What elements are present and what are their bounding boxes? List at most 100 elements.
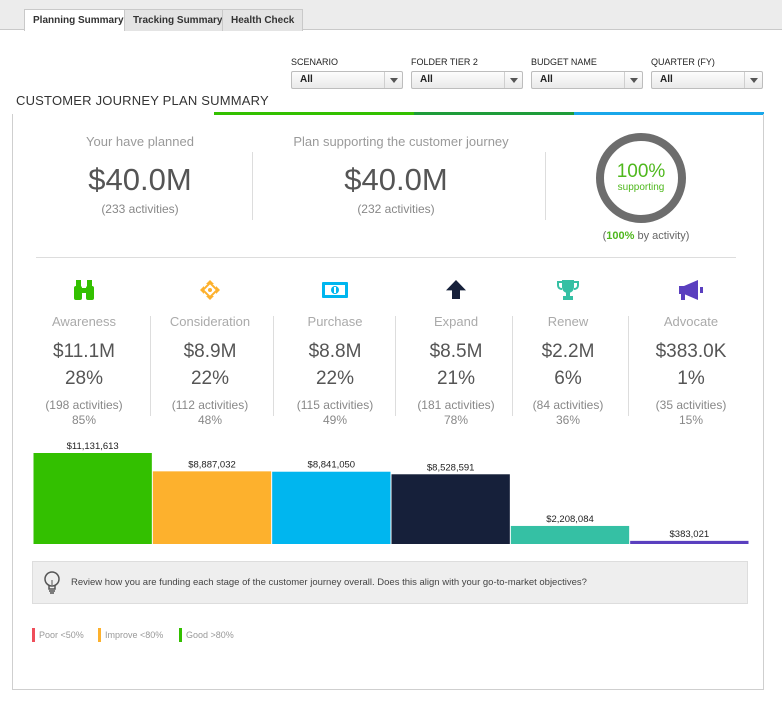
by-activity-pct: 100% <box>606 230 635 242</box>
chevron-down-icon[interactable] <box>744 72 762 88</box>
stage-activities: (198 activities) <box>45 398 123 412</box>
bar-expand <box>391 474 510 544</box>
tab-tracking-summary[interactable]: Tracking Summary <box>124 9 232 31</box>
bar-value-label: $383,021 <box>670 529 710 540</box>
budget-name-select[interactable]: All <box>531 71 643 89</box>
supporting-ring <box>596 133 686 223</box>
chevron-down-icon[interactable] <box>384 72 402 88</box>
stage-expand: Expand $8.5M 21% (181 activities) 78% <box>398 276 514 428</box>
legend-good: Good >80% <box>179 628 234 642</box>
money-icon <box>277 276 393 304</box>
quarter-select[interactable]: All <box>651 71 763 89</box>
binoculars-icon <box>26 276 142 304</box>
planned-value: $40.0M <box>88 162 192 197</box>
title-rule-darkgreen <box>414 112 574 115</box>
stage-activities: (112 activities) <box>171 398 249 412</box>
scenario-filter-label: SCENARIO <box>291 57 339 67</box>
stage-advocate: Advocate $383.0K 1% (35 activities) 15% <box>633 276 749 428</box>
ring-sublabel: supporting <box>617 182 665 193</box>
supporting-value: $40.0M <box>344 162 448 197</box>
move-arrows-icon <box>152 276 268 304</box>
scenario-select-value: All <box>300 74 313 85</box>
scenario-filter: SCENARIO All <box>291 56 403 89</box>
stage-activities: (35 activities) <box>655 398 727 412</box>
ring-percent: 100% <box>616 161 666 182</box>
legend-swatch <box>179 628 182 642</box>
budget-name-select-value: All <box>540 74 553 85</box>
stage-amount: $383.0K <box>655 341 727 362</box>
stage-divider <box>512 316 513 416</box>
stage-amount: $8.9M <box>183 341 237 362</box>
stage-activity-percent: 49% <box>322 413 348 427</box>
stage-amount: $2.2M <box>541 341 595 362</box>
stage-name: Consideration <box>169 314 251 329</box>
tab-health-check[interactable]: Health Check <box>222 9 304 31</box>
trophy-icon <box>510 276 626 304</box>
title-rule-blank <box>12 112 214 115</box>
bar-consideration <box>152 471 272 544</box>
lightbulb-icon <box>43 571 61 600</box>
legend-label: Good >80% <box>186 630 234 640</box>
stage-name: Purchase <box>307 314 363 329</box>
stage-activity-percent: 36% <box>555 413 581 427</box>
bar-value-label: $8,887,032 <box>188 459 236 470</box>
stage-name: Renew <box>547 314 589 329</box>
chevron-down-icon[interactable] <box>624 72 642 88</box>
bar-value-label: $8,528,591 <box>427 462 475 473</box>
bar-value-label: $11,131,613 <box>67 441 119 452</box>
stage-percent: 28% <box>64 368 104 389</box>
summary-divider <box>545 152 546 220</box>
legend-label: Poor <50% <box>39 630 84 640</box>
bar-awareness <box>33 453 152 544</box>
stage-divider <box>150 316 151 416</box>
stage-activity-percent: 15% <box>678 413 704 427</box>
supporting-label: Plan supporting the customer journey <box>293 134 509 149</box>
stage-divider <box>395 316 396 416</box>
stage-activities: (181 activities) <box>417 398 495 412</box>
by-activity-open: ( <box>602 230 607 242</box>
tip-text: Review how you are funding each stage of… <box>71 577 587 588</box>
bar-renew <box>510 525 630 544</box>
stage-activity-percent: 85% <box>71 413 97 427</box>
stage-renew: Renew $2.2M 6% (84 activities) 36% <box>510 276 626 428</box>
quarter-select-value: All <box>660 74 673 85</box>
folder-tier-filter-label: FOLDER TIER 2 <box>411 57 478 67</box>
bar-value-label: $2,208,084 <box>546 514 594 525</box>
stage-percent: 21% <box>436 368 476 389</box>
bar-value-label: $8,841,050 <box>308 460 356 471</box>
stage-percent: 1% <box>677 368 705 389</box>
chevron-down-icon[interactable] <box>504 72 522 88</box>
stage-consideration: Consideration $8.9M 22% (112 activities)… <box>152 276 268 428</box>
legend-poor: Poor <50% <box>32 628 84 642</box>
stage-awareness: Awareness $11.1M 28% (198 activities) 85… <box>26 276 142 428</box>
bar-purchase <box>272 471 391 544</box>
budget-name-filter-label: BUDGET NAME <box>531 57 597 67</box>
quarter-filter-label: QUARTER (FY) <box>651 57 715 67</box>
legend-label: Improve <80% <box>105 630 164 640</box>
tab-planning-summary[interactable]: Planning Summary <box>24 9 133 31</box>
section-divider <box>36 257 736 258</box>
stage-amount: $11.1M <box>53 341 115 362</box>
stage-activities: (115 activities) <box>296 398 374 412</box>
summary-panel <box>12 114 764 690</box>
by-activity-note: (100% by activity) <box>566 230 726 242</box>
arrow-up-icon <box>398 276 514 304</box>
bar-advocate <box>630 540 749 544</box>
folder-tier-filter: FOLDER TIER 2 All <box>411 56 523 89</box>
stage-amount: $8.8M <box>308 341 362 362</box>
stage-percent: 22% <box>315 368 355 389</box>
stage-name: Advocate <box>663 314 719 329</box>
summary-divider <box>252 152 253 220</box>
legend-swatch <box>98 628 101 642</box>
stage-divider <box>628 316 629 416</box>
title-rule-green <box>214 112 414 115</box>
stage-activity-percent: 78% <box>443 413 469 427</box>
by-activity-rest: by activity) <box>634 230 690 242</box>
budget-bar-chart: $11,131,613 $8,887,032 $8,841,050 $8,528,59… <box>33 441 749 544</box>
scenario-select[interactable]: All <box>291 71 403 89</box>
stage-name: Awareness <box>51 314 117 329</box>
folder-tier-select[interactable]: All <box>411 71 523 89</box>
stage-amount: $8.5M <box>429 341 483 362</box>
folder-tier-select-value: All <box>420 74 433 85</box>
supporting-count: (232 activities) <box>357 202 435 216</box>
